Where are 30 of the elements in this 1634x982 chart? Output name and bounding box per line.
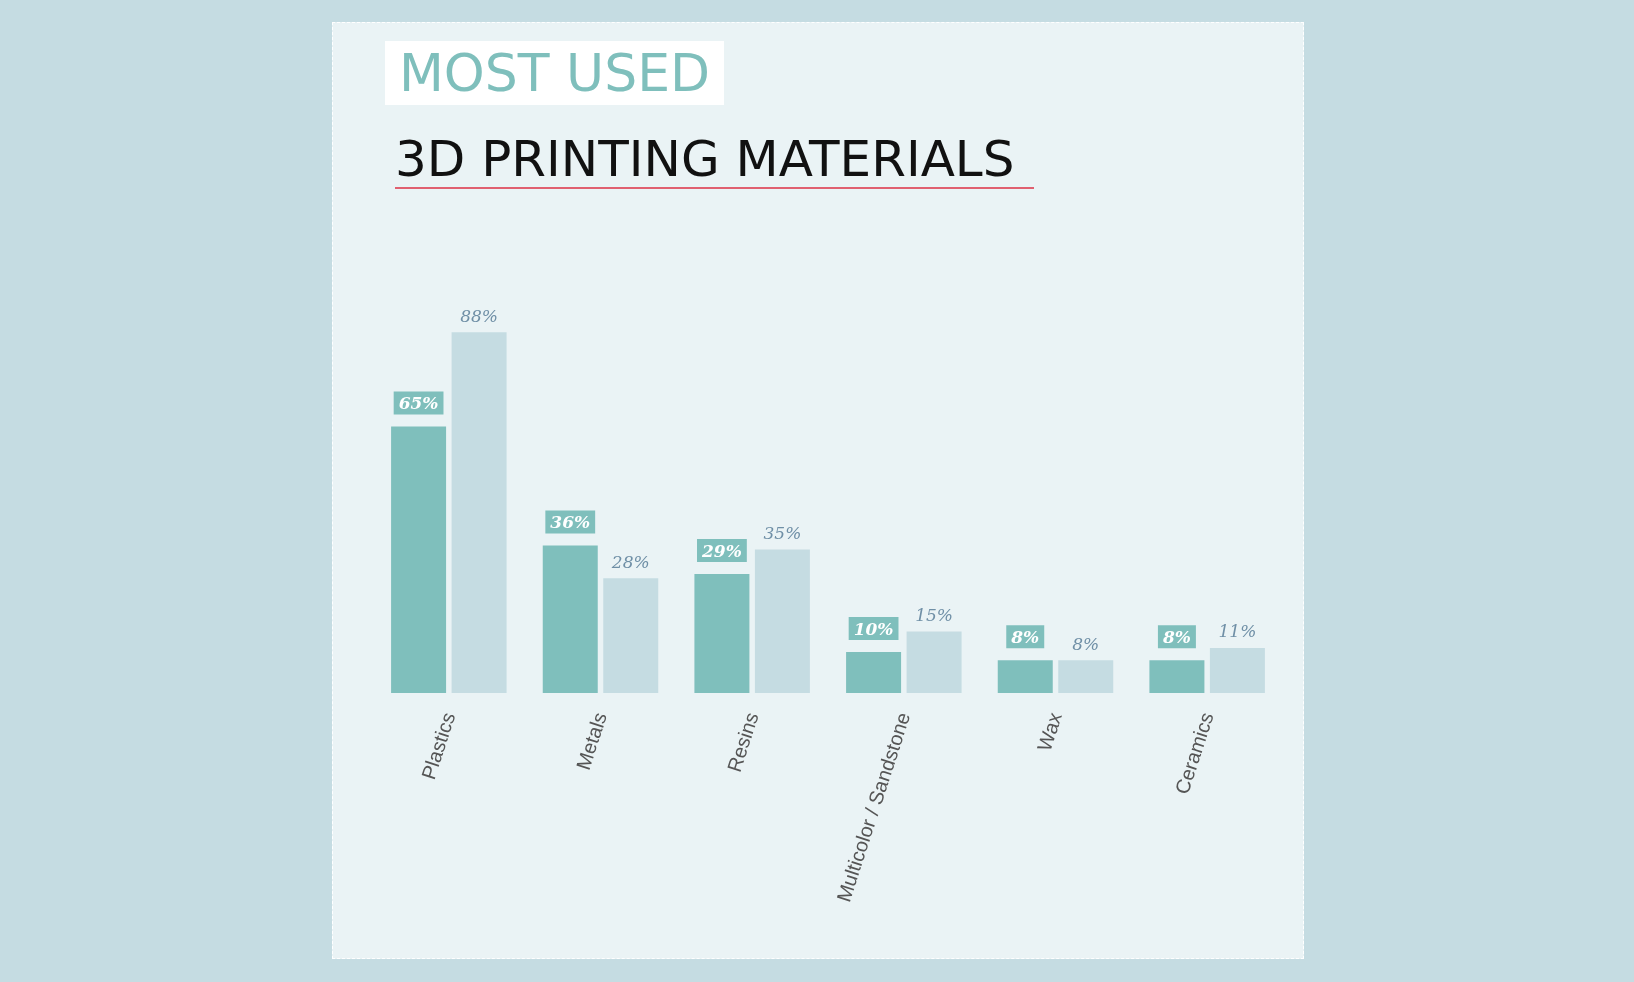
data-label: 8% xyxy=(1010,626,1040,647)
bar xyxy=(1209,647,1265,693)
bar xyxy=(603,578,659,693)
data-label: 8% xyxy=(1072,633,1100,654)
x-tick-label: Metals xyxy=(571,709,611,773)
bar xyxy=(1149,660,1205,693)
bar xyxy=(451,332,507,693)
data-label: 88% xyxy=(460,305,498,326)
bar xyxy=(997,660,1053,693)
chart-subtitle: 3D PRINTING MATERIALS xyxy=(395,130,1035,189)
data-label: 35% xyxy=(763,523,802,543)
data-label: 28% xyxy=(610,551,650,572)
data-label: 36% xyxy=(550,511,591,532)
bar xyxy=(694,574,750,693)
bar xyxy=(542,545,598,693)
data-label: 11% xyxy=(1218,621,1257,642)
data-label: 10% xyxy=(853,618,894,639)
bar xyxy=(846,652,902,693)
x-tick-label: Resins xyxy=(722,709,763,775)
bar xyxy=(754,549,810,693)
chart-title: MOST USED xyxy=(385,41,725,105)
bar xyxy=(906,631,962,693)
data-label: 15% xyxy=(915,605,953,625)
x-tick-label: Wax xyxy=(1032,709,1066,754)
data-label: 29% xyxy=(701,540,742,561)
bar xyxy=(391,426,447,693)
data-label: 8% xyxy=(1161,626,1191,647)
x-tick-label: Plastics xyxy=(417,709,460,782)
bar xyxy=(1058,660,1114,693)
data-label: 65% xyxy=(398,393,439,413)
